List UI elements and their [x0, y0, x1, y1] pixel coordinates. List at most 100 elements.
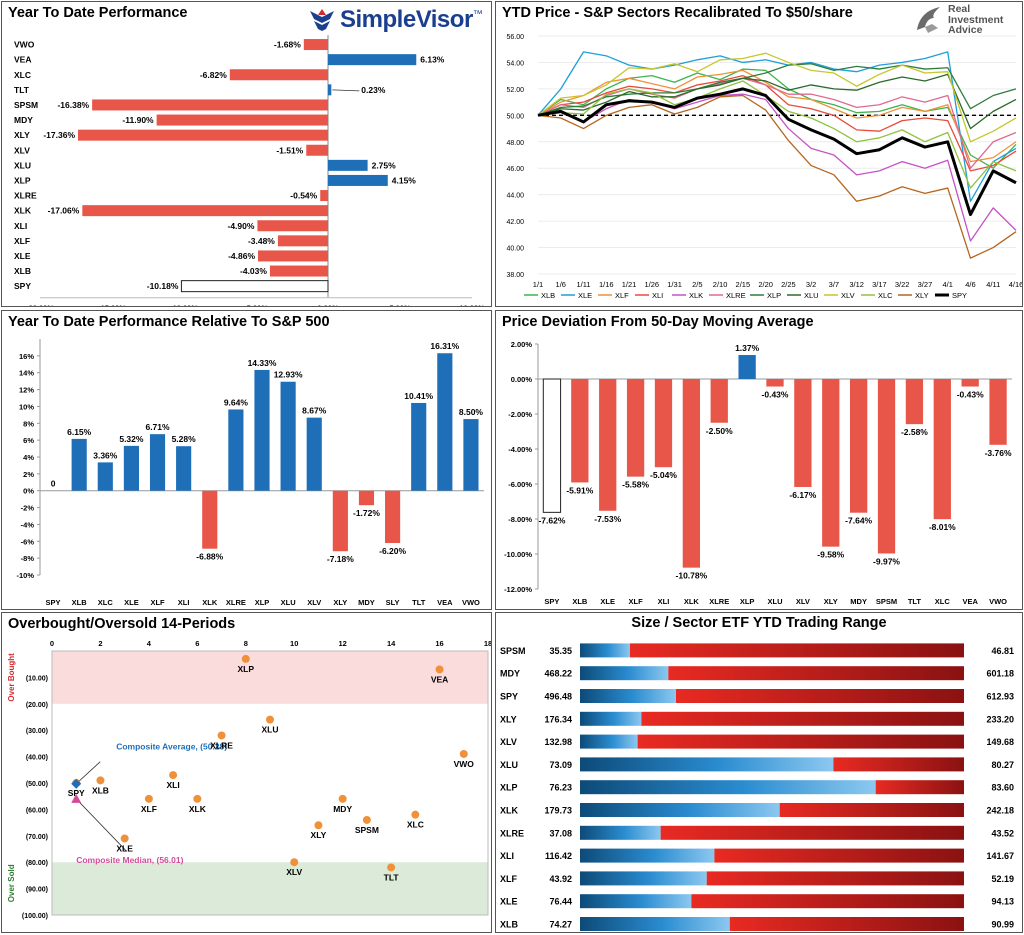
category-label-xlu: XLU	[768, 597, 783, 606]
bar-vwo	[989, 379, 1007, 445]
data-label-tlt: 10.41%	[404, 391, 433, 401]
ticker-label-xlu: XLU	[500, 760, 518, 770]
y-tick-label-9: 56.00	[506, 34, 524, 41]
category-label-xlc: XLC	[935, 597, 951, 606]
data-label-xlu: 2.75%	[372, 160, 397, 170]
overbought-oversold-panel: Overbought/Oversold 14-Periods 0 2 4 6 8 10 12…	[1, 612, 492, 933]
data-label-spsm: -16.38%	[57, 100, 89, 110]
point-label-xlb: XLB	[92, 785, 109, 795]
bar-xle	[123, 445, 139, 491]
legend-label-xlre: XLRE	[726, 291, 746, 300]
category-label-xlf: XLF	[14, 236, 30, 246]
category-label-sly: SLY	[386, 598, 400, 607]
data-label-xli: 5.28%	[172, 434, 197, 444]
ytd-performance-title: Year To Date Performance	[8, 5, 188, 21]
data-label-xlu: 12.93%	[274, 370, 303, 380]
y-tick-label-0: 38.00	[506, 272, 524, 279]
x-tick-label-12: 3/2	[806, 280, 816, 289]
legend-label-xlu: XLU	[804, 291, 819, 300]
y-tick-label-5: -2.00%	[508, 410, 532, 419]
bar-xly	[822, 379, 840, 547]
x-tick-label-9: 2/15	[736, 280, 751, 289]
x-tick-label-8: 2/10	[713, 280, 728, 289]
composite-median-leader	[75, 798, 127, 852]
relative-performance-panel: Year To Date Performance Relative To S&P…	[1, 310, 492, 610]
point-xlre	[217, 731, 226, 740]
bar-xlb	[269, 265, 328, 277]
ria-eagle-icon	[917, 7, 940, 33]
bar-spsm	[92, 99, 329, 111]
category-label-xlre: XLRE	[709, 597, 729, 606]
bar-mdy	[850, 379, 868, 513]
point-xlk	[193, 794, 202, 803]
data-label-xli: -4.90%	[228, 221, 255, 231]
oversold-zone	[52, 862, 488, 915]
data-label-vea: 6.13%	[420, 55, 445, 65]
oversold-label: Over Sold	[7, 864, 16, 902]
y-tick-label-11: 12%	[19, 386, 34, 395]
data-label-xlc: -6.82%	[200, 70, 227, 80]
point-label-xli: XLI	[166, 780, 179, 790]
y-tick-label-7: 2.00%	[511, 340, 533, 349]
ticker-label-xlf: XLF	[500, 874, 518, 884]
data-label-xlp: 14.33%	[248, 358, 277, 368]
x-tick-label-3: 1/16	[599, 280, 614, 289]
ytd-price-panel: YTD Price - S&P Sectors Recalibrated To …	[495, 1, 1023, 307]
ticker-label-xle: XLE	[500, 897, 518, 907]
point-xlc	[411, 810, 420, 819]
y-tick-label-10: 10%	[19, 402, 34, 411]
bar-vwo	[303, 39, 328, 51]
range-low-segment-xli	[580, 848, 715, 863]
point-label-spsm: SPSM	[355, 825, 379, 835]
range-high-segment-mdy	[668, 666, 964, 681]
y-tick-label-8: 54.00	[506, 60, 524, 67]
low-value-xlk: 179.73	[544, 806, 572, 816]
data-label-tlt: -2.58%	[901, 427, 928, 437]
y-tick-label-9: (100.00)	[22, 913, 48, 920]
data-label-spy: -10.18%	[147, 281, 179, 291]
data-label-xlb: -5.91%	[566, 485, 593, 495]
ytd-performance-panel: Year To Date Performance SimpleVisor ™ V…	[1, 1, 492, 307]
data-label-spy: -7.62%	[538, 515, 565, 525]
simplevisor-logo: SimpleVisor ™	[308, 6, 483, 34]
low-value-spy: 496.48	[544, 692, 572, 702]
data-label-xlv: -6.17%	[789, 490, 816, 500]
bar-xlc	[933, 379, 951, 520]
category-label-xlre: XLRE	[226, 598, 246, 607]
bar-spy	[180, 280, 329, 293]
y-tick-label-3: (40.00)	[26, 755, 48, 762]
category-label-xlk: XLK	[14, 206, 32, 216]
leader-line-tlt	[332, 89, 360, 92]
x-tick-label-19: 4/6	[965, 280, 975, 289]
range-low-segment-spsm	[580, 643, 630, 658]
x-tick-label-9: 18	[484, 639, 491, 648]
data-label-xlk: -6.88%	[196, 552, 223, 562]
plot-frame	[51, 650, 489, 916]
point-mdy	[338, 794, 347, 803]
data-label-xlf: -3.48%	[248, 236, 275, 246]
category-label-xlk: XLK	[202, 598, 218, 607]
y-tick-label-7: (80.00)	[26, 860, 48, 867]
bar-xlf	[277, 235, 328, 247]
data-label-tlt: 0.23%	[361, 85, 386, 95]
y-tick-label-8: (90.00)	[26, 887, 48, 894]
point-xlf	[144, 794, 153, 803]
legend-label-xlc: XLC	[878, 291, 893, 300]
data-label-xlre: -2.50%	[706, 426, 733, 436]
low-value-xly: 176.34	[544, 714, 572, 724]
range-low-segment-xlu	[580, 757, 834, 772]
range-low-segment-xle	[580, 894, 692, 909]
trademark-symbol: ™	[472, 9, 483, 20]
data-label-vwo: -1.68%	[274, 40, 301, 50]
range-high-segment-xlv	[637, 734, 964, 749]
data-label-xli: -5.04%	[650, 470, 677, 480]
point-label-xlv: XLV	[286, 867, 302, 877]
legend-label-xlk: XLK	[689, 291, 703, 300]
data-label-xlc: 3.36%	[93, 450, 118, 460]
trading-range-chart: SPSM 35.35 46.81 MDY 468.22 601.18 SPY 496.48 61…	[500, 643, 1014, 931]
bar-xlf	[626, 379, 645, 477]
data-label-xlk: -17.06%	[48, 206, 80, 216]
price-deviation-panel: Price Deviation From 50-Day Moving Avera…	[495, 310, 1023, 610]
data-label-xlp: 4.15%	[392, 175, 417, 185]
y-tick-label-6: 0.00%	[511, 375, 533, 384]
